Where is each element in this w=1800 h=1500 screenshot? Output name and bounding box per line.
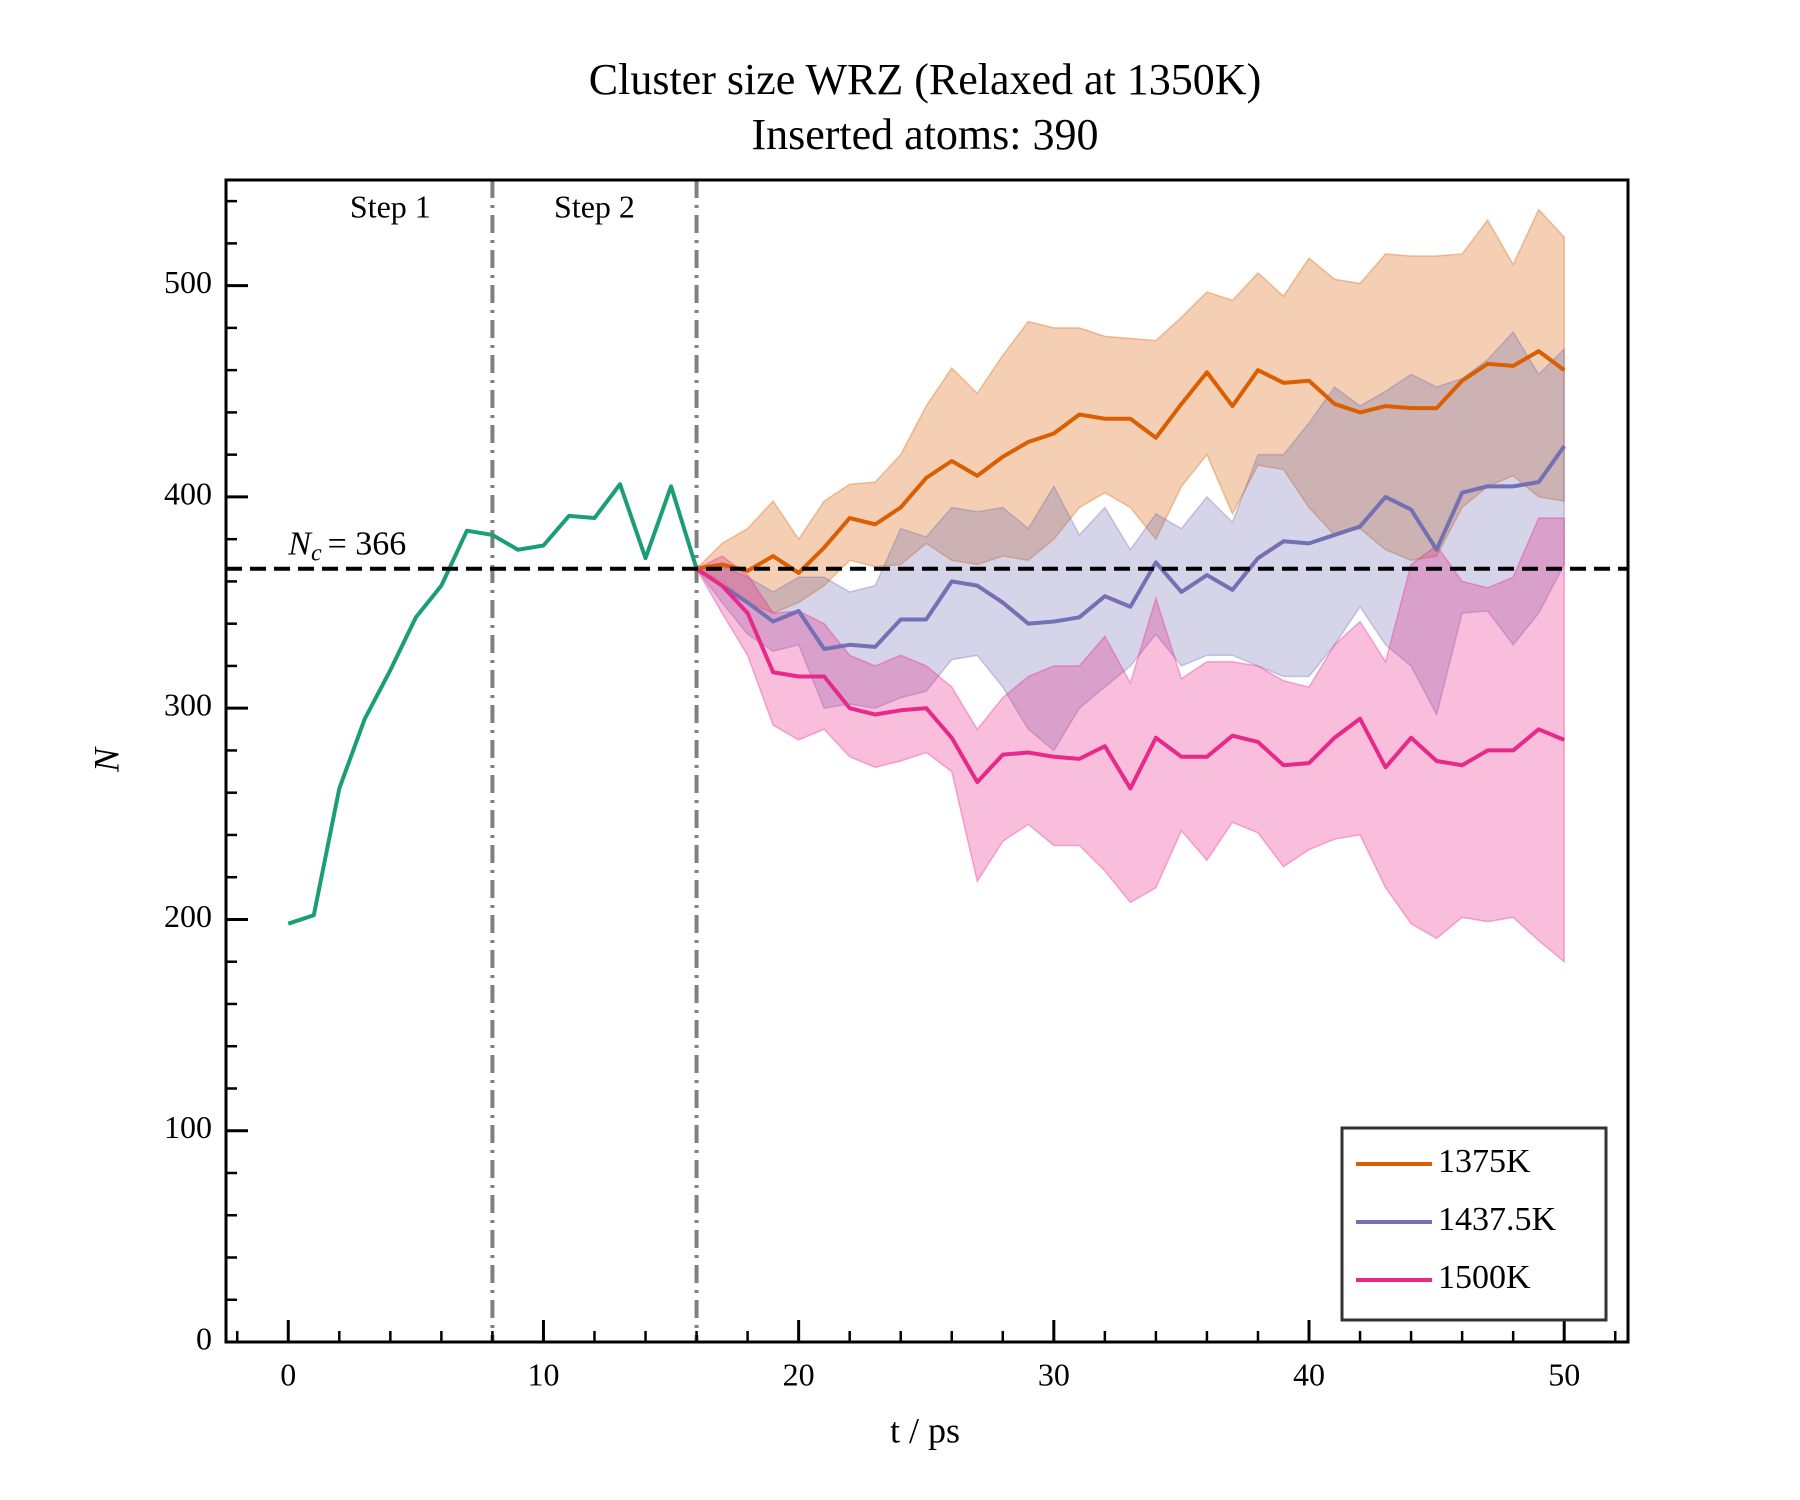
y-tick-label: 100	[164, 1109, 212, 1145]
series-line	[695, 567, 1565, 791]
y-tick-label: 400	[164, 475, 212, 511]
x-tick-label: 40	[1293, 1356, 1325, 1392]
step-label: Step 2	[554, 188, 635, 224]
x-axis-label: t / ps	[890, 1410, 960, 1450]
x-tick-label: 50	[1548, 1356, 1580, 1392]
series-line	[696, 349, 1566, 575]
legend-label: 1437.5K	[1438, 1201, 1557, 1238]
series-line	[695, 445, 1566, 652]
y-tick-label: 0	[196, 1320, 212, 1356]
series-line	[287, 482, 699, 926]
legend-label: 1500K	[1438, 1259, 1531, 1296]
x-tick-label: 30	[1038, 1356, 1070, 1392]
critical-subscript: c	[311, 540, 322, 566]
chart-title: Cluster size WRZ (Relaxed at 1350K)	[589, 55, 1261, 104]
band	[695, 330, 1565, 752]
chart-subtitle: Inserted atoms: 390	[751, 110, 1098, 159]
x-tick-label: 10	[527, 1356, 559, 1392]
legend-label: 1375K	[1438, 1143, 1531, 1180]
x-tick-label: 0	[280, 1356, 296, 1392]
plot-frame	[224, 178, 1630, 1344]
y-tick-label: 500	[164, 264, 212, 300]
critical-symbol: N	[287, 526, 313, 563]
y-tick-label: 200	[164, 898, 212, 934]
plot-area	[287, 180, 1566, 1342]
y-axis-label: N	[86, 746, 126, 773]
step-label: Step 1	[350, 188, 431, 224]
legend-box	[1340, 1126, 1608, 1322]
x-tick-label: 20	[783, 1356, 815, 1392]
critical-label: Nc = 366	[287, 526, 406, 567]
critical-value-label: = 366	[328, 526, 407, 563]
y-tick-label: 300	[164, 687, 212, 723]
